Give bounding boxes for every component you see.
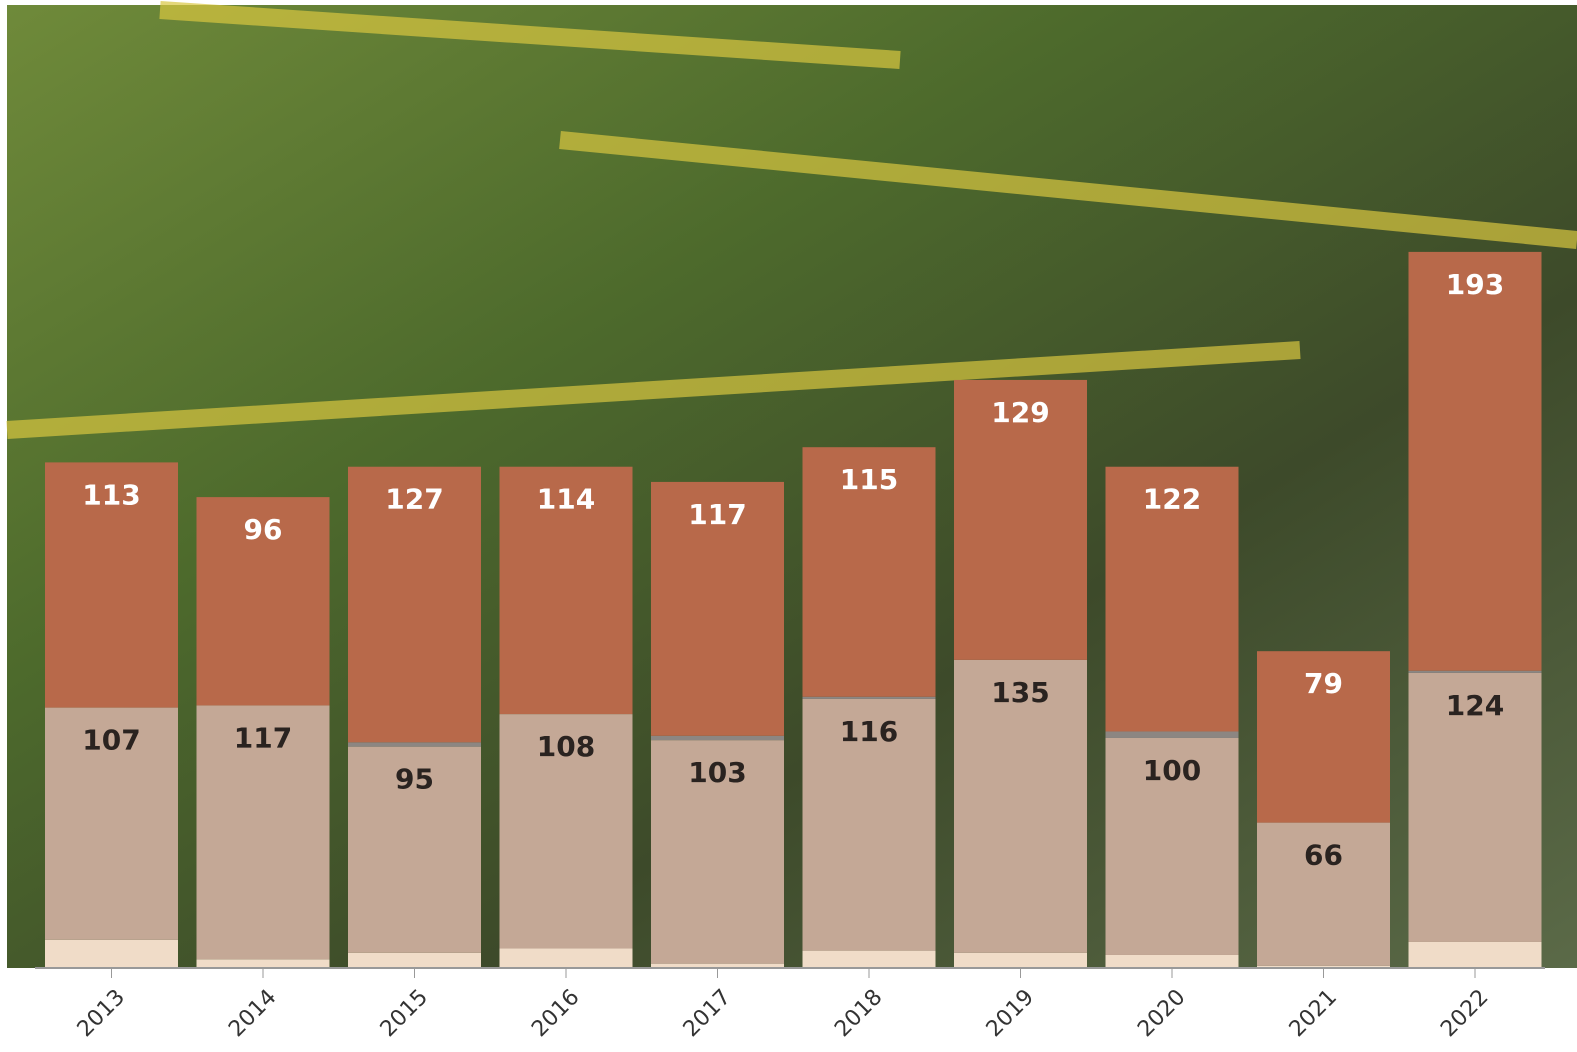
value-label: 108 xyxy=(537,730,595,763)
bar-segment xyxy=(196,497,330,706)
x-tick-label: 2017 xyxy=(679,985,736,1042)
value-label: 135 xyxy=(991,676,1049,709)
x-tick-label: 2016 xyxy=(527,985,584,1042)
value-label: 129 xyxy=(991,396,1049,429)
bar-segment xyxy=(651,481,784,736)
value-label: 115 xyxy=(840,463,898,496)
bar-segment xyxy=(1408,251,1542,671)
bar-segment xyxy=(45,939,178,968)
bar-segment xyxy=(196,705,330,960)
bar-segment xyxy=(954,379,1087,660)
value-label: 95 xyxy=(395,763,434,796)
x-tick-label: 2021 xyxy=(1285,985,1342,1042)
value-label: 103 xyxy=(688,756,746,789)
bar-segment xyxy=(651,735,784,741)
bar-segment xyxy=(499,714,633,949)
value-label: 127 xyxy=(385,483,443,516)
bar-segment xyxy=(802,696,936,699)
value-label: 79 xyxy=(1304,667,1343,700)
bar-segment xyxy=(1408,672,1542,942)
bar-segment xyxy=(954,952,1087,968)
bar-segment xyxy=(1105,737,1239,955)
x-tick-label: 2020 xyxy=(1133,985,1190,1042)
value-label: 100 xyxy=(1143,754,1201,787)
x-tick-label: 2019 xyxy=(982,985,1039,1042)
bar-segment xyxy=(45,707,178,940)
value-label: 124 xyxy=(1446,689,1504,722)
bar-segment xyxy=(1408,670,1542,673)
value-label: 114 xyxy=(537,483,595,516)
bar-segment xyxy=(802,950,936,968)
bar-segment xyxy=(954,659,1087,953)
tape xyxy=(6,1,1577,439)
bar-segment xyxy=(348,742,481,747)
bar-segment xyxy=(348,746,481,953)
bar-segment xyxy=(1105,466,1239,732)
bar-segment xyxy=(499,466,633,715)
bar-segment xyxy=(1257,822,1390,966)
bar-segment xyxy=(802,447,936,697)
x-tick-label: 2014 xyxy=(224,985,281,1042)
bar-segment xyxy=(1105,954,1239,968)
bar-segment xyxy=(1257,965,1390,968)
bar-segment xyxy=(348,466,481,743)
x-tick-label: 2022 xyxy=(1436,985,1493,1042)
value-label: 122 xyxy=(1143,483,1201,516)
bar-segment xyxy=(651,740,784,964)
value-label: 113 xyxy=(82,478,140,511)
value-label: 107 xyxy=(82,724,140,757)
bar-segment xyxy=(1105,731,1239,738)
bar-segment xyxy=(196,959,330,968)
value-label: 117 xyxy=(234,721,292,754)
bar-segment xyxy=(348,952,481,968)
bar-segment xyxy=(45,462,178,708)
value-label: 193 xyxy=(1446,268,1504,301)
value-label: 66 xyxy=(1304,839,1343,872)
value-label: 117 xyxy=(688,498,746,531)
value-label: 96 xyxy=(244,513,283,546)
value-label: 116 xyxy=(840,715,898,748)
bar-segment xyxy=(1257,651,1390,823)
bar-segment xyxy=(499,948,633,968)
bar-segment xyxy=(1408,941,1542,968)
x-tick-label: 2013 xyxy=(73,985,130,1042)
x-tick-label: 2015 xyxy=(376,985,433,1042)
bar-segment xyxy=(802,698,936,951)
x-tick-label: 2018 xyxy=(830,985,887,1042)
bar-segment xyxy=(651,963,784,968)
